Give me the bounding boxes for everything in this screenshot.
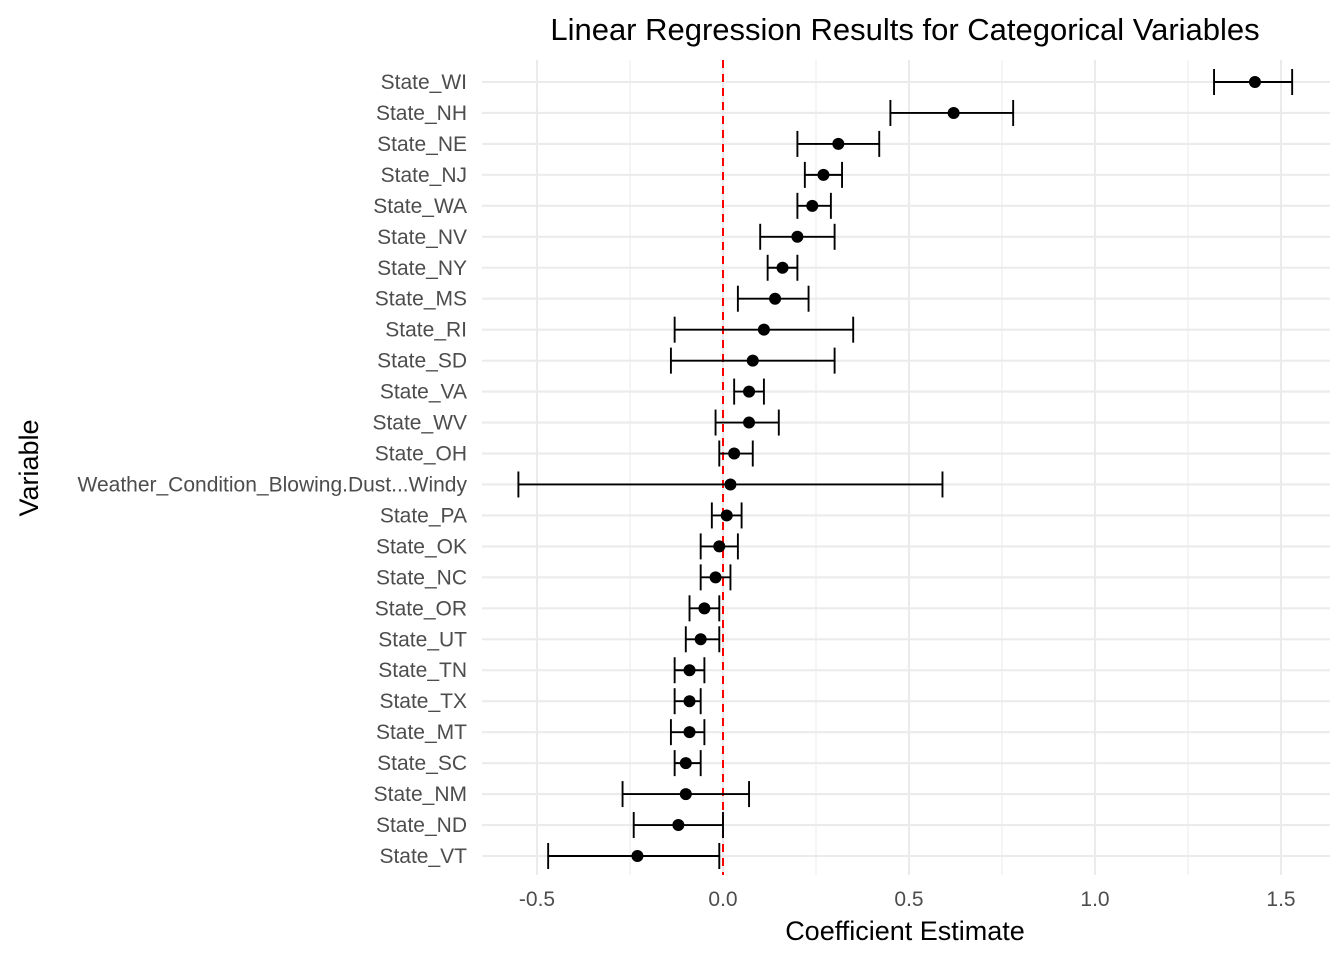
estimate-point	[769, 292, 782, 305]
coefficient-row-mark	[673, 750, 702, 777]
estimate-point	[757, 323, 770, 336]
coefficient-row-mark	[673, 316, 855, 343]
coefficient-row-mark	[796, 130, 881, 157]
coefficient-row-mark	[699, 533, 739, 560]
coefficient-row-mark	[714, 409, 780, 436]
y-tick-label: Weather_Condition_Blowing.Dust...Windy	[78, 473, 468, 496]
y-tick-label: State_UT	[378, 628, 467, 651]
coefficient-row-mark	[1213, 69, 1294, 95]
data-marks	[517, 69, 1294, 869]
x-tick-label: 1.0	[1080, 888, 1109, 911]
y-tick-label: State_VA	[380, 381, 467, 404]
y-tick-label: State_MT	[376, 721, 467, 744]
estimate-point	[776, 261, 789, 274]
estimate-point	[724, 478, 737, 491]
estimate-point	[679, 757, 692, 770]
x-axis-title: Coefficient Estimate	[785, 916, 1025, 946]
coefficient-row-mark	[684, 626, 721, 653]
x-tick-label: 1.5	[1266, 888, 1295, 911]
y-tick-label: State_RI	[385, 319, 467, 342]
estimate-point	[698, 602, 711, 615]
coefficient-row-mark	[547, 843, 721, 869]
x-tick-label: -0.5	[519, 888, 555, 911]
y-tick-label: State_TX	[379, 690, 467, 713]
y-tick-label: State_NM	[374, 783, 467, 806]
chart-title: Linear Regression Results for Categorica…	[550, 12, 1259, 47]
x-tick-label: 0.0	[708, 888, 737, 911]
y-tick-label: State_MS	[375, 288, 467, 311]
coefficient-row-mark	[710, 502, 743, 529]
estimate-point	[817, 168, 830, 181]
coefficient-row-mark	[669, 719, 706, 746]
estimate-point	[679, 788, 692, 801]
coefficient-row-mark	[621, 781, 750, 808]
estimate-point	[683, 726, 696, 739]
estimate-point	[947, 106, 960, 119]
tick-labels: -0.5 0.0 0.5 1.0 1.5 State_WI State_NH State_NE…	[78, 71, 1296, 911]
coefficient-row-mark	[632, 812, 724, 839]
estimate-point	[728, 447, 741, 460]
y-tick-label: State_NV	[377, 226, 467, 249]
estimate-point	[683, 664, 696, 677]
y-tick-label: State_NY	[377, 257, 467, 280]
y-tick-label: State_ND	[376, 814, 467, 837]
estimate-point	[720, 509, 733, 522]
y-tick-label: State_OR	[375, 597, 467, 620]
coefficient-row-mark	[759, 223, 836, 250]
y-tick-label: State_PA	[380, 504, 467, 527]
coefficient-row-mark	[796, 192, 832, 219]
estimate-point	[743, 385, 756, 398]
y-axis-title: Variable	[14, 419, 44, 516]
estimate-point	[672, 819, 685, 832]
y-tick-label: State_OK	[376, 535, 467, 558]
estimate-point	[694, 633, 707, 646]
estimate-point	[746, 354, 759, 367]
y-tick-label: State_WA	[373, 195, 467, 218]
y-tick-label: State_NJ	[381, 164, 467, 187]
estimate-point	[806, 199, 819, 212]
estimate-point	[791, 230, 804, 243]
coefficient-row-mark	[803, 161, 843, 188]
y-tick-label: State_NE	[377, 133, 467, 156]
estimate-point	[832, 137, 845, 150]
x-tick-label: 0.5	[894, 888, 923, 911]
estimate-point	[709, 571, 722, 584]
coefficient-row-mark	[699, 564, 732, 591]
y-tick-label: State_OH	[375, 443, 467, 466]
coefficient-row-mark	[736, 285, 810, 312]
estimate-point	[1248, 76, 1261, 88]
coefficient-row-mark	[673, 688, 702, 715]
y-tick-label: State_VT	[379, 845, 467, 868]
estimate-point	[743, 416, 756, 429]
y-tick-label: State_SC	[377, 752, 467, 775]
coefficient-row-mark	[889, 99, 1015, 126]
y-tick-label: State_WI	[381, 71, 467, 94]
y-tick-label: State_NC	[376, 566, 467, 589]
grid	[482, 60, 1330, 875]
estimate-point	[683, 695, 696, 708]
y-tick-label: State_NH	[376, 102, 467, 125]
coefficient-row-mark	[766, 254, 799, 281]
coefficient-row-mark	[517, 471, 944, 498]
coefficient-row-mark	[669, 347, 836, 374]
estimate-point	[713, 540, 726, 553]
coefficient-row-mark	[673, 657, 706, 684]
coefficient-row-mark	[688, 595, 721, 622]
y-tick-label: State_TN	[378, 659, 467, 682]
y-tick-label: State_SD	[377, 350, 467, 373]
coefficient-row-mark	[718, 440, 754, 467]
coefficient-row-mark	[733, 378, 765, 405]
estimate-point	[631, 850, 644, 862]
y-tick-label: State_WV	[372, 412, 467, 435]
